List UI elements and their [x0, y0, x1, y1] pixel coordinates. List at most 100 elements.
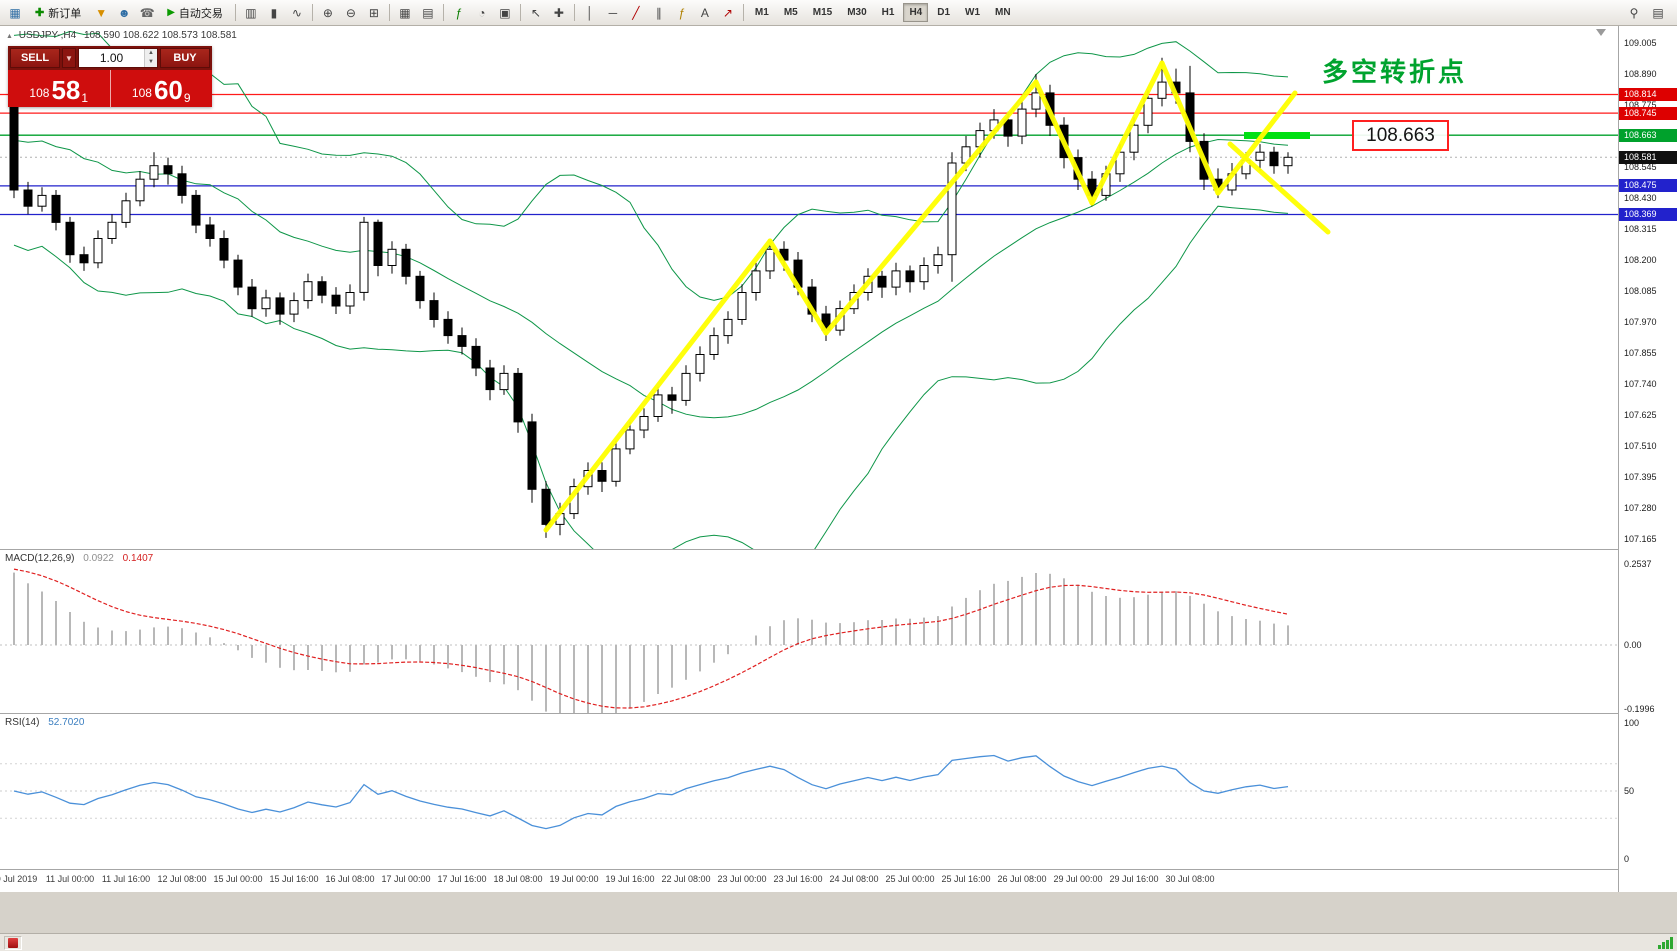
- macd-panel-canvas[interactable]: [0, 549, 1618, 713]
- timeframe-h1[interactable]: H1: [876, 3, 901, 22]
- price-badge: 108.581: [1619, 151, 1677, 164]
- lot-spin-up-icon[interactable]: ▲: [145, 49, 157, 58]
- timeframe-m15[interactable]: M15: [807, 3, 838, 22]
- main-chart-canvas[interactable]: [0, 26, 1618, 549]
- turning-point-annotation: 多空转折点: [1322, 57, 1468, 87]
- macd-axis-label: 0.2537: [1624, 559, 1652, 569]
- bar-chart-icon[interactable]: ▥: [240, 3, 262, 23]
- price-axis-label: 107.625: [1624, 410, 1657, 420]
- templates-icon[interactable]: ▣: [494, 3, 516, 23]
- toolbar-separator: [742, 4, 744, 21]
- rsi-axis-label: 50: [1624, 786, 1635, 796]
- fibonacci-icon[interactable]: ƒ: [671, 3, 693, 23]
- ask-price[interactable]: 108 60 9: [111, 70, 213, 107]
- chart-window[interactable]: ▲ USDJPY-,H4 108.590 108.622 108.573 108…: [0, 26, 1677, 892]
- ask-sup: 9: [183, 91, 191, 105]
- chart-title-symbol: USDJPY-,H4: [18, 30, 77, 41]
- otp-dropdown-icon[interactable]: ▼: [62, 48, 76, 68]
- funnel-icon[interactable]: ▼: [90, 3, 112, 23]
- crosshair-icon[interactable]: ✚: [548, 3, 570, 23]
- arrows-icon[interactable]: ↗: [717, 3, 739, 23]
- chart-title: ▲ USDJPY-,H4 108.590 108.622 108.573 108…: [6, 30, 237, 41]
- lot-spin-down-icon[interactable]: ▼: [145, 58, 157, 67]
- macd-axis-label: 0.00: [1624, 640, 1642, 650]
- lot-size-input[interactable]: [79, 49, 144, 67]
- rsi-panel-divider[interactable]: [0, 713, 1677, 714]
- chart-shift-marker[interactable]: [1596, 29, 1606, 36]
- vertical-line-icon[interactable]: │: [579, 3, 601, 23]
- otp-controls-row: SELL ▼ ▲ ▼ BUY: [8, 46, 212, 70]
- price-axis-label: 107.510: [1624, 441, 1657, 451]
- toolbar-right-groups: ⚲ ▤: [1623, 3, 1673, 23]
- price-axis-label: 107.395: [1624, 472, 1657, 482]
- chart-title-ohlc: 108.590 108.622 108.573 108.581: [83, 30, 237, 41]
- horizontal-line-icon[interactable]: ─: [602, 3, 624, 23]
- tile-windows-icon[interactable]: ▦: [394, 3, 416, 23]
- price-axis-label: 108.545: [1624, 162, 1657, 172]
- toolbar-separator: [573, 4, 575, 21]
- window-background: [0, 892, 1677, 933]
- buy-button[interactable]: BUY: [160, 48, 210, 68]
- text-icon[interactable]: A: [694, 3, 716, 23]
- timeframe-w1[interactable]: W1: [959, 3, 986, 22]
- price-axis-label: 108.890: [1624, 69, 1657, 79]
- price-axis-label: 108.085: [1624, 286, 1657, 296]
- time-axis-label: 17 Jul 00:00: [381, 874, 431, 884]
- candlestick-icon[interactable]: ▮: [263, 3, 285, 23]
- search-icon[interactable]: ⚲: [1623, 3, 1645, 23]
- status-icon: [8, 937, 18, 948]
- chart-title-icon: ▲: [6, 33, 13, 40]
- lot-spinner: ▲ ▼: [144, 49, 157, 67]
- price-axis[interactable]: 109.005108.890108.775108.660108.545108.4…: [1618, 26, 1677, 892]
- rsi-name: RSI(14): [5, 717, 40, 728]
- time-axis-label: 15 Jul 16:00: [269, 874, 319, 884]
- sell-button[interactable]: SELL: [10, 48, 60, 68]
- lot-size-field: ▲ ▼: [78, 48, 158, 68]
- time-axis-label: 11 Jul 16:00: [101, 874, 151, 884]
- profile-icon[interactable]: ☻: [113, 3, 135, 23]
- cursor-icon[interactable]: ↖: [525, 3, 547, 23]
- rsi-axis-label: 100: [1624, 718, 1640, 728]
- timeframe-m30[interactable]: M30: [841, 3, 872, 22]
- autotrading-button[interactable]: ▶ 自动交易: [159, 3, 231, 23]
- channel-icon[interactable]: ∥: [648, 3, 670, 23]
- price-axis-label: 107.740: [1624, 379, 1657, 389]
- rsi-axis-label: 0: [1624, 854, 1630, 864]
- status-bar: [0, 933, 1677, 951]
- timeframe-m5[interactable]: M5: [778, 3, 804, 22]
- cascade-windows-icon[interactable]: ▤: [417, 3, 439, 23]
- layout-icon[interactable]: ▤: [1647, 3, 1669, 23]
- periods-icon[interactable]: ◔: [471, 3, 493, 23]
- price-axis-label: 108.200: [1624, 255, 1657, 265]
- time-axis-label: 22 Jul 08:00: [661, 874, 711, 884]
- price-badge: 108.814: [1619, 88, 1677, 101]
- zoom-in-icon[interactable]: ⊕: [317, 3, 339, 23]
- time-axis-label: 24 Jul 08:00: [829, 874, 879, 884]
- grid-icon[interactable]: ⊞: [363, 3, 385, 23]
- time-axis-label: 29 Jul 16:00: [1109, 874, 1159, 884]
- timeframe-d1[interactable]: D1: [931, 3, 956, 22]
- timeframe-mn[interactable]: MN: [989, 3, 1017, 22]
- new-chart-icon[interactable]: ▦: [4, 3, 26, 23]
- rsi-panel-canvas[interactable]: [0, 713, 1618, 869]
- macd-panel-divider[interactable]: [0, 549, 1677, 550]
- bid-prefix: 108: [29, 86, 50, 100]
- time-axis-label: 11 Jul 00:00: [45, 874, 95, 884]
- bid-main: 58: [51, 75, 81, 105]
- new-order-button[interactable]: ✚ 新订单: [27, 3, 89, 23]
- macd-main-value: 0.0922: [83, 553, 114, 564]
- macd-signal-value: 0.1407: [122, 553, 154, 564]
- line-chart-icon[interactable]: ∿: [286, 3, 308, 23]
- timeframe-h4[interactable]: H4: [903, 3, 929, 22]
- indicators-icon[interactable]: ƒ: [448, 3, 470, 23]
- toolbar-separator: [311, 4, 313, 21]
- support-icon[interactable]: ☎: [136, 3, 158, 23]
- timeframe-m1[interactable]: M1: [749, 3, 775, 22]
- bid-price[interactable]: 108 58 1: [8, 70, 111, 107]
- time-axis-label: 29 Jul 00:00: [1053, 874, 1103, 884]
- zoom-out-icon[interactable]: ⊖: [340, 3, 362, 23]
- trendline-icon[interactable]: ╱: [625, 3, 647, 23]
- time-axis[interactable]: 10 Jul 2019 11 Jul 00:00 11 Jul 16:00 12 Ju…: [0, 869, 1618, 892]
